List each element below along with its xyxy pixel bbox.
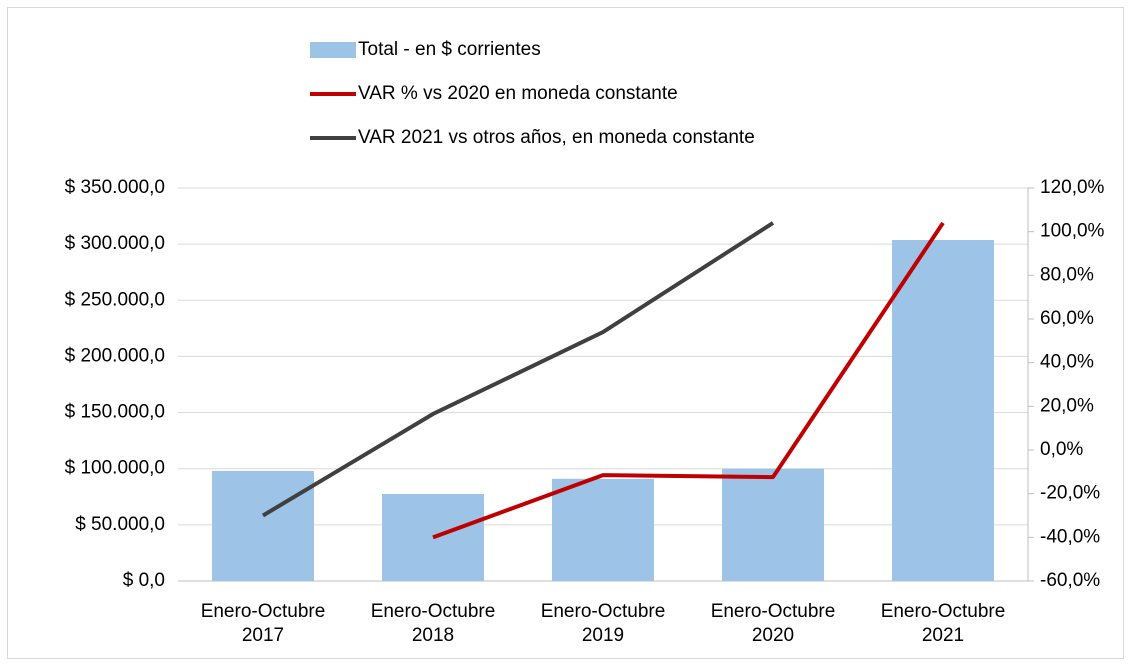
y2-tick-label: -40,0% [1040,526,1100,547]
x-tick-label: Enero-Octubre 2021 [880,601,1006,646]
y-tick-label: $ 300.000,0 [65,233,165,254]
y2-tick-label: 20,0% [1040,395,1094,416]
y2-tick-label: -20,0% [1040,483,1100,504]
x-tick-label: Enero-Octubre 2017 [200,601,326,646]
y-tick-label: $ 0,0 [123,570,165,591]
y2-tick-label: 0,0% [1040,439,1083,460]
y-tick-label: $ 150.000,0 [65,402,165,423]
legend-label: VAR 2021 vs otros años, en moneda consta… [358,127,755,148]
bar [892,239,994,581]
bar [382,493,484,581]
y2-tick-label: 60,0% [1040,308,1094,329]
bar [552,478,654,581]
y-tick-label: $ 100.000,0 [65,458,165,479]
line-series [432,221,945,540]
y2-tick-label: 120,0% [1040,177,1105,198]
y-tick-label: $ 250.000,0 [65,289,165,310]
x-tick-label: Enero-Octubre 2020 [710,601,836,646]
bar [212,470,314,581]
y2-tick-label: 80,0% [1040,264,1094,285]
y-tick-label: $ 50.000,0 [75,514,165,535]
y-tick-label: $ 350.000,0 [65,177,165,198]
legend-label: VAR % vs 2020 en moneda constante [358,83,678,104]
x-tick-label: Enero-Octubre 2018 [370,601,496,646]
y2-tick-label: 100,0% [1040,221,1105,242]
line-series [261,221,775,518]
bar [722,468,824,581]
y2-tick-label: -60,0% [1040,570,1100,591]
legend-swatch [310,42,356,58]
legend-label: Total - en $ corrientes [358,39,541,60]
x-tick-label: Enero-Octubre 2019 [540,601,666,646]
y-tick-label: $ 200.000,0 [65,345,165,366]
y2-tick-label: 40,0% [1040,352,1094,373]
